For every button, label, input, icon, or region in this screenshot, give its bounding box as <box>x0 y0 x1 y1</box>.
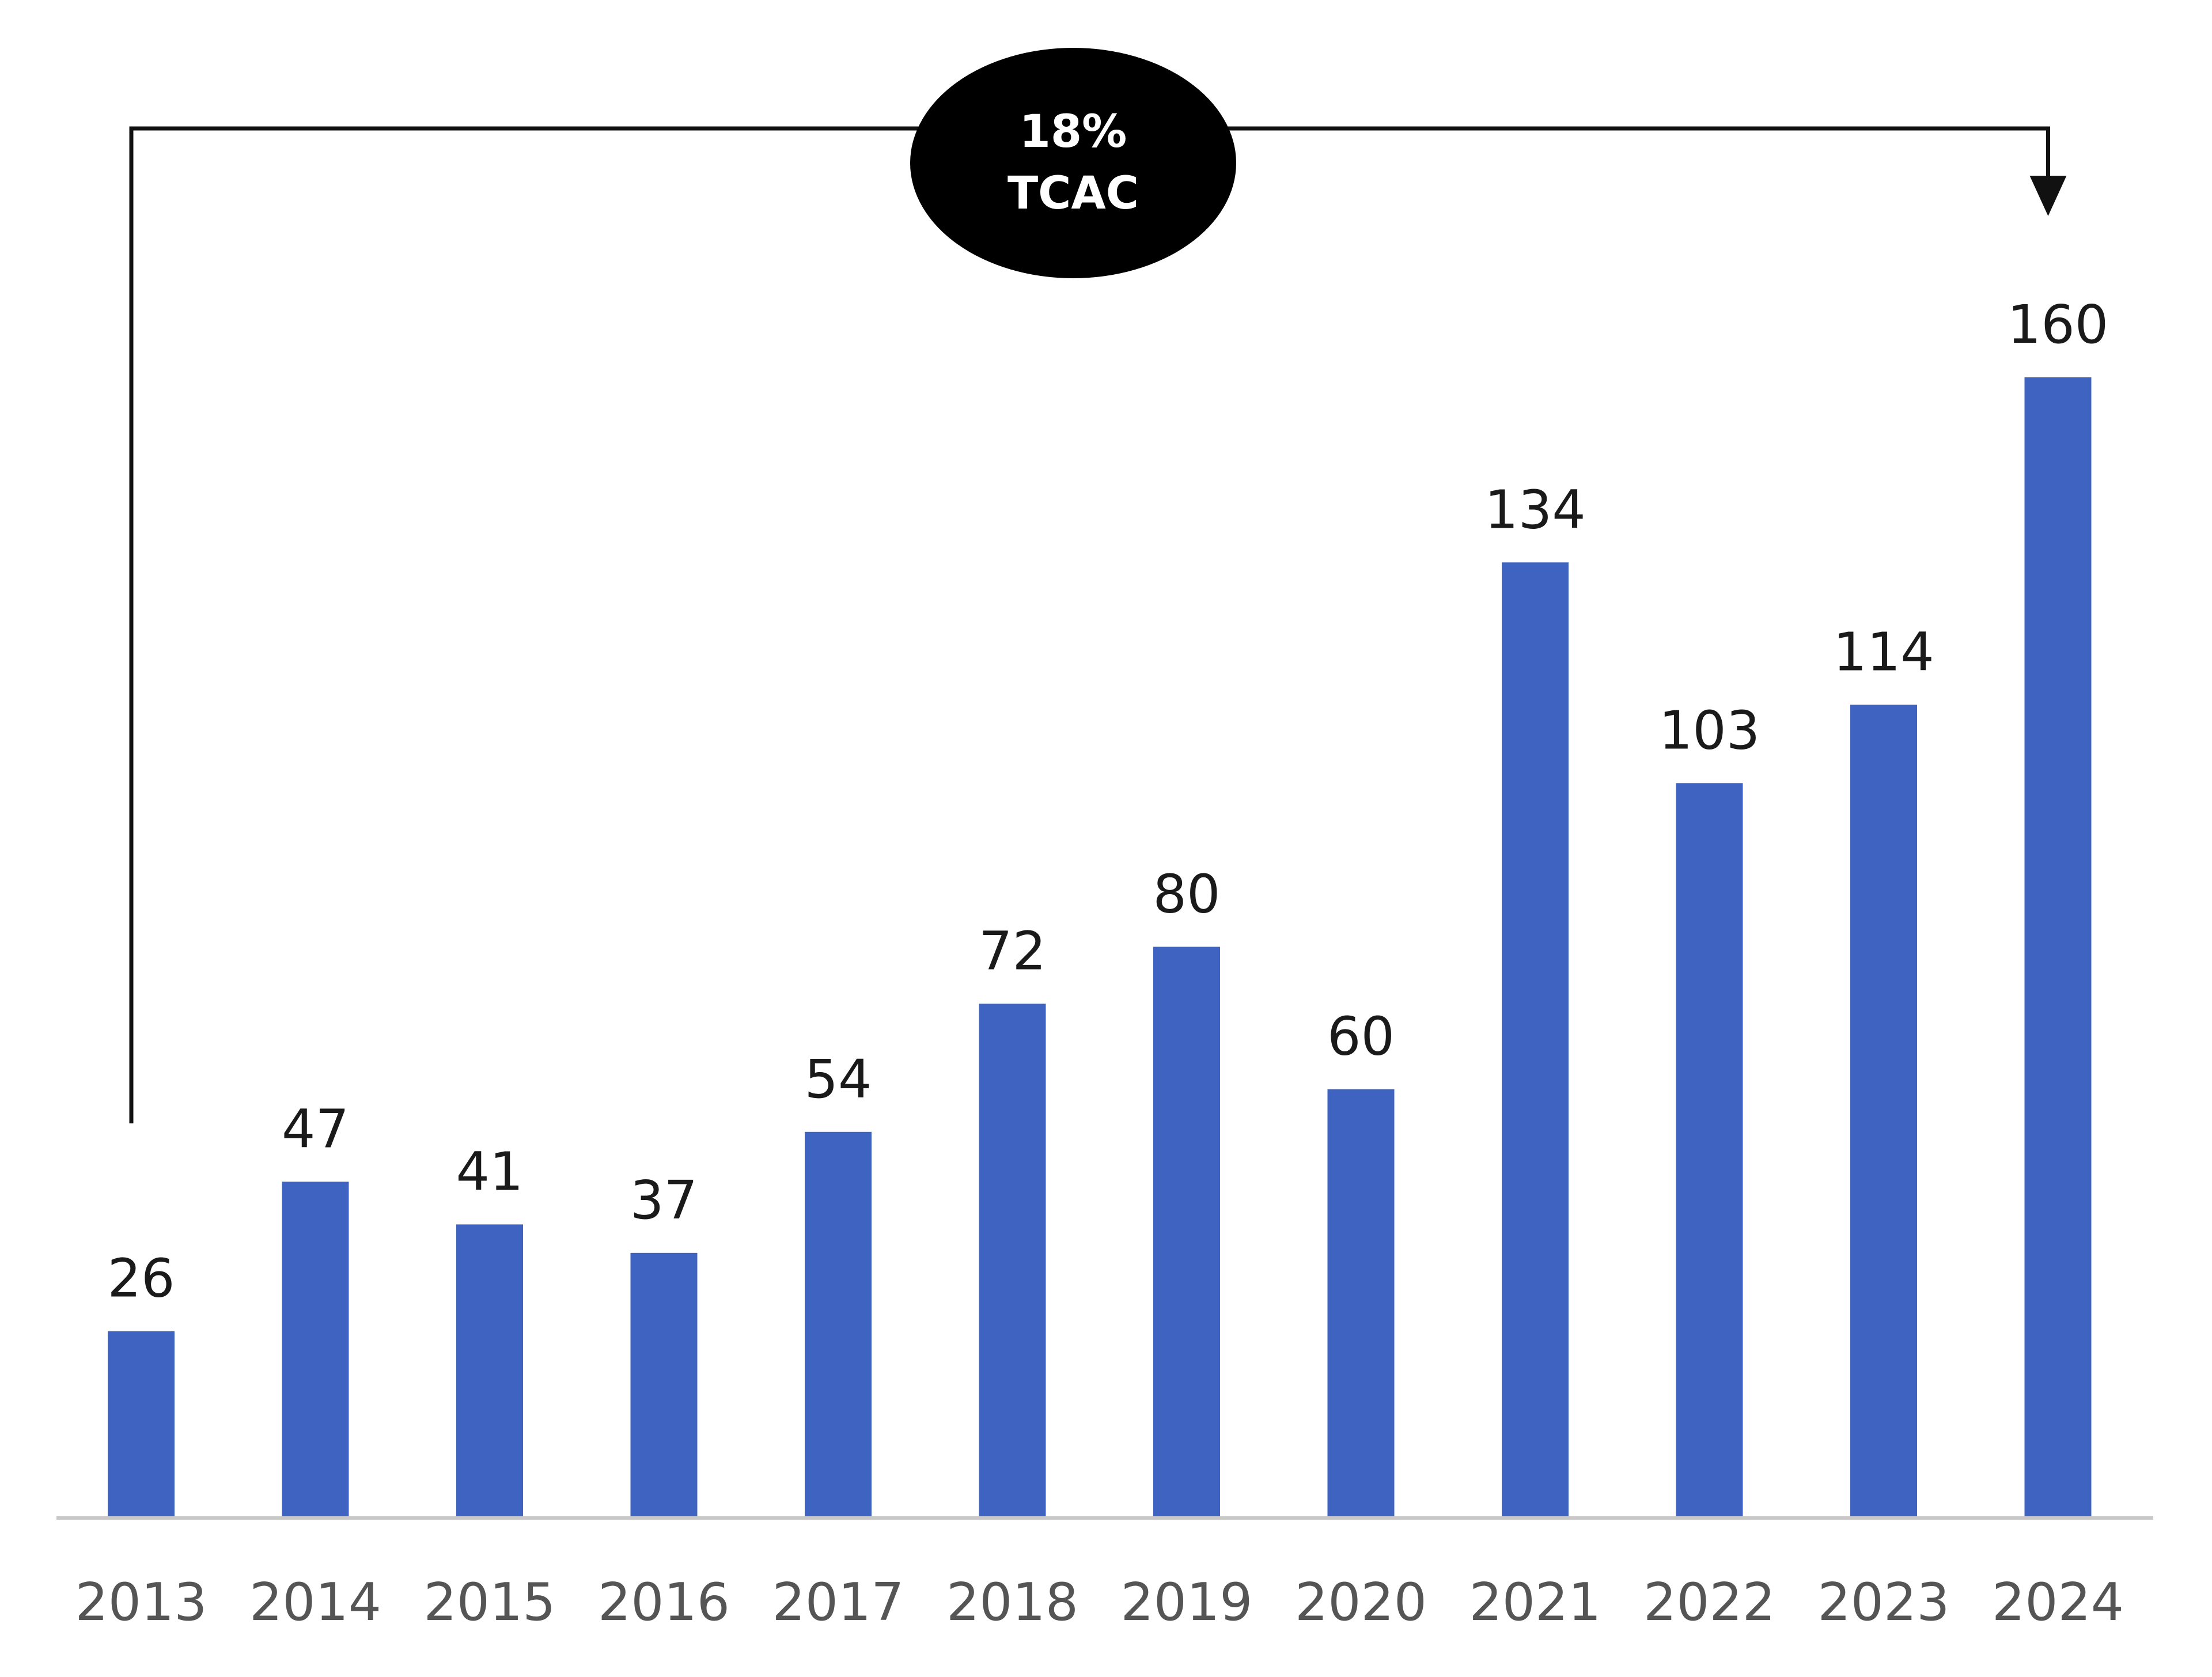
bar-2021 <box>1502 562 1569 1517</box>
value-labels-group: 26 47 41 37 54 72 80 60 134 103 114 160 <box>107 294 2108 1309</box>
x-tick-label-2024: 2024 <box>1992 1572 2124 1633</box>
bar-2016 <box>630 1252 698 1516</box>
growth-rate-value: 18% <box>1020 106 1127 158</box>
bar-2014 <box>282 1182 349 1516</box>
x-tick-label-2018: 2018 <box>946 1572 1078 1633</box>
value-label-2020: 60 <box>1327 1006 1395 1067</box>
growth-annotation: 18% TCAC <box>129 48 2067 1123</box>
x-tick-label-2022: 2022 <box>1643 1572 1775 1633</box>
value-label-2014: 47 <box>282 1098 349 1160</box>
growth-rate-label: TCAC <box>1007 168 1139 219</box>
x-tick-label-2013: 2013 <box>75 1572 207 1633</box>
bar-2022 <box>1676 783 1743 1516</box>
arrow-down-icon <box>2029 176 2067 216</box>
bar-2018 <box>979 1004 1046 1516</box>
value-label-2015: 41 <box>456 1141 523 1202</box>
value-label-2024: 160 <box>2008 294 2109 355</box>
growth-rate-badge <box>910 48 1236 278</box>
bar-2023 <box>1850 705 1917 1516</box>
value-label-2018: 72 <box>979 920 1046 982</box>
value-label-2013: 26 <box>107 1248 175 1309</box>
value-label-2019: 80 <box>1153 864 1220 925</box>
value-label-2017: 54 <box>804 1048 872 1110</box>
bar-2019 <box>1153 947 1220 1516</box>
x-tick-labels-group: 2013 2014 2015 2016 2017 2018 2019 2020 2021 2022… <box>75 1572 2124 1633</box>
x-tick-label-2021: 2021 <box>1469 1572 1601 1633</box>
value-label-2022: 103 <box>1659 699 1760 761</box>
bar-2013 <box>108 1331 175 1516</box>
value-label-2021: 134 <box>1484 479 1586 540</box>
x-tick-label-2019: 2019 <box>1120 1572 1252 1633</box>
value-label-2016: 37 <box>630 1169 698 1231</box>
x-tick-label-2015: 2015 <box>423 1572 555 1633</box>
bar-2024 <box>2024 377 2092 1516</box>
growth-bracket-line <box>129 126 2050 1123</box>
x-tick-label-2014: 2014 <box>249 1572 381 1633</box>
bar-2015 <box>456 1224 523 1516</box>
x-tick-label-2020: 2020 <box>1295 1572 1427 1633</box>
x-tick-label-2017: 2017 <box>772 1572 904 1633</box>
bars-group <box>108 377 2092 1517</box>
x-tick-label-2023: 2023 <box>1817 1572 1949 1633</box>
bar-2017 <box>805 1131 872 1516</box>
value-label-2023: 114 <box>1833 621 1934 683</box>
bar-2020 <box>1327 1089 1395 1516</box>
x-tick-label-2016: 2016 <box>598 1572 730 1633</box>
